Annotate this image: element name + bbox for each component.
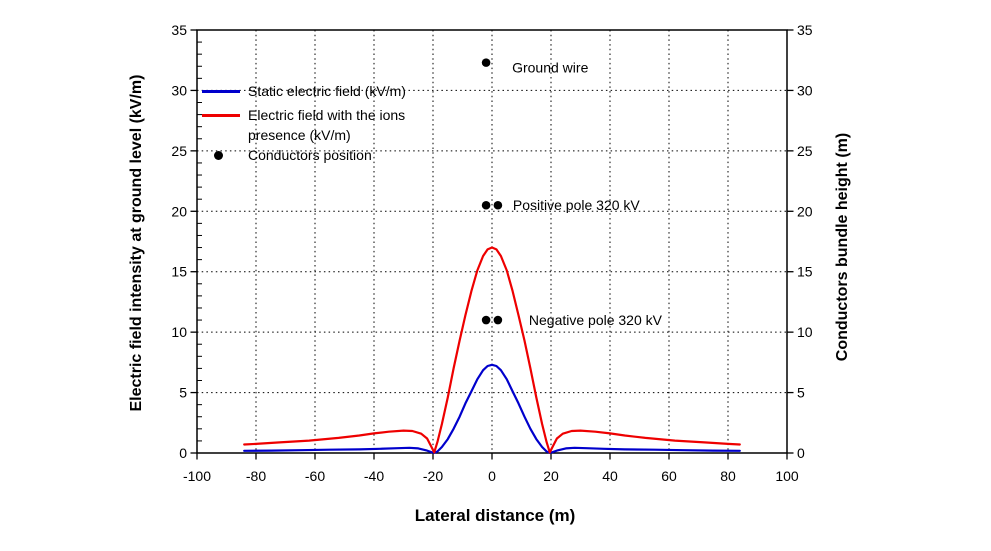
static-field-curve xyxy=(243,363,741,454)
red-line-swatch xyxy=(202,105,240,125)
x-tick-label: -40 xyxy=(364,468,384,484)
annotation-negative-pole: Negative pole 320 kV xyxy=(529,312,663,328)
y-right-tick-label: 20 xyxy=(797,203,813,219)
annotation-ground-wire: Ground wire xyxy=(512,60,588,76)
y-left-tick-label: 10 xyxy=(171,324,187,340)
positive-pole-dot xyxy=(493,200,503,210)
legend-label-conductors-position: Conductors position xyxy=(248,147,372,163)
legend: Static electric field (kV/m) Electric fi… xyxy=(202,81,430,165)
negative-pole-dot xyxy=(481,315,491,325)
y-left-tick-label: 0 xyxy=(179,445,187,461)
legend-item-ions-field: Electric field with the ions presence (k… xyxy=(202,105,430,145)
y-axis-title-left: Electric field intensity at ground level… xyxy=(128,74,145,412)
y-right-tick-label: 10 xyxy=(797,324,813,340)
annotation-positive-pole: Positive pole 320 kV xyxy=(513,197,641,213)
y-right-tick-label: 0 xyxy=(797,445,805,461)
y-right-tick-label: 15 xyxy=(797,264,813,280)
y-left-tick-label: 5 xyxy=(179,385,187,401)
positive-pole-dot xyxy=(481,200,491,210)
x-tick-label: -100 xyxy=(183,468,211,484)
negative-pole-dot xyxy=(493,315,503,325)
legend-item-conductors-position: Conductors position xyxy=(202,145,430,165)
y-right-tick-label: 35 xyxy=(797,22,813,38)
x-tick-label: 0 xyxy=(488,468,496,484)
y-axis-title-right: Conductors bundle height (m) xyxy=(834,132,851,362)
x-tick-label: 80 xyxy=(720,468,736,484)
x-tick-label: -20 xyxy=(423,468,443,484)
blue-line-swatch xyxy=(202,81,240,101)
legend-label-static-field: Static electric field (kV/m) xyxy=(248,83,406,99)
y-left-tick-label: 15 xyxy=(171,264,187,280)
y-left-tick-label: 35 xyxy=(171,22,187,38)
x-tick-label: -80 xyxy=(246,468,266,484)
ions-field-curve xyxy=(243,246,741,454)
x-tick-label: 40 xyxy=(602,468,618,484)
y-right-tick-label: 5 xyxy=(797,385,805,401)
x-tick-label: 60 xyxy=(661,468,677,484)
legend-label-ions-field: Electric field with the ions presence (k… xyxy=(248,107,406,143)
x-axis-title: Lateral distance (m) xyxy=(414,506,576,525)
x-tick-label: -60 xyxy=(305,468,325,484)
y-left-tick-label: 20 xyxy=(171,203,187,219)
conductor-dot-swatch xyxy=(202,145,240,165)
y-left-tick-label: 30 xyxy=(171,82,187,98)
ground-wire-dot xyxy=(481,58,491,67)
x-tick-label: 100 xyxy=(775,468,799,484)
legend-item-static-field: Static electric field (kV/m) xyxy=(202,81,430,101)
y-left-tick-label: 25 xyxy=(171,143,187,159)
y-right-tick-label: 30 xyxy=(797,82,813,98)
x-tick-label: 20 xyxy=(543,468,559,484)
y-right-tick-label: 25 xyxy=(797,143,813,159)
